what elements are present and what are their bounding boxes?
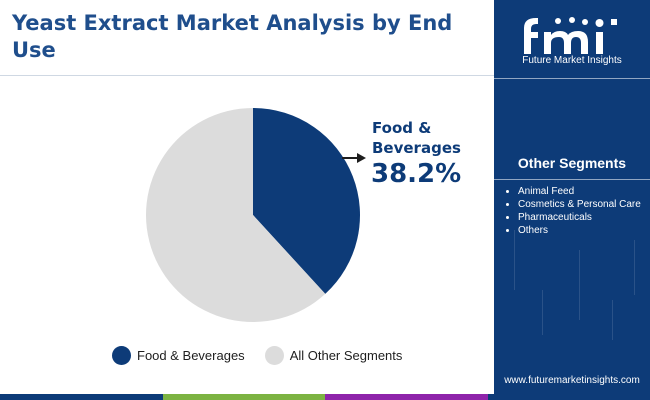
sidebar-divider: [494, 78, 650, 79]
list-item: Animal Feed: [506, 185, 641, 198]
segments-list: Animal Feed Cosmetics & Personal Care Ph…: [506, 185, 641, 237]
pie-slice-all-other-segments: [145, 108, 326, 322]
segment-label: Animal Feed: [518, 186, 575, 197]
logo-text: Future Market Insights: [522, 55, 622, 66]
list-item: Pharmaceuticals: [506, 211, 641, 224]
legend-item-other-segments: All Other Segments: [264, 346, 403, 365]
arrow-right-icon: [342, 153, 366, 163]
footer-color-bar: [0, 394, 650, 400]
pie-slice-food-beverages: [253, 108, 360, 294]
legend-label: All Other Segments: [289, 348, 403, 363]
footer-bar-segment: [162, 394, 325, 400]
website-url[interactable]: www.futuremarketinsights.com: [504, 375, 640, 386]
footer-bar-segment: [0, 394, 163, 400]
legend-swatch: [112, 346, 131, 365]
segment-label: Cosmetics & Personal Care: [518, 199, 641, 210]
chart-area: Food & Beverages 38.2% Food & Beverages …: [0, 76, 494, 394]
segments-divider: [494, 179, 650, 180]
segments-title: Other Segments: [517, 155, 627, 171]
chart-title: Yeast Extract Market Analysis by End Use: [12, 11, 453, 62]
legend-label: Food & Beverages: [137, 348, 245, 363]
callout-label: Food & Beverages: [372, 119, 461, 157]
segment-label: Others: [518, 225, 549, 236]
legend: Food & Beverages All Other Segments: [112, 346, 422, 365]
footer-bar-segment: [487, 394, 650, 400]
legend-swatch: [264, 346, 284, 365]
callout-value: 38.2%: [371, 159, 462, 189]
sidebar: Future Market Insights Other Segments An…: [494, 0, 650, 394]
fmi-logo-icon: [524, 17, 617, 54]
title-divider: [0, 75, 494, 76]
list-item: Others: [506, 224, 641, 237]
footer-bar-segment: [325, 394, 488, 400]
pie-chart: [145, 108, 366, 322]
list-item: Cosmetics & Personal Care: [506, 198, 641, 211]
legend-item-food-beverages: Food & Beverages: [112, 346, 245, 365]
segment-label: Pharmaceuticals: [518, 212, 592, 223]
